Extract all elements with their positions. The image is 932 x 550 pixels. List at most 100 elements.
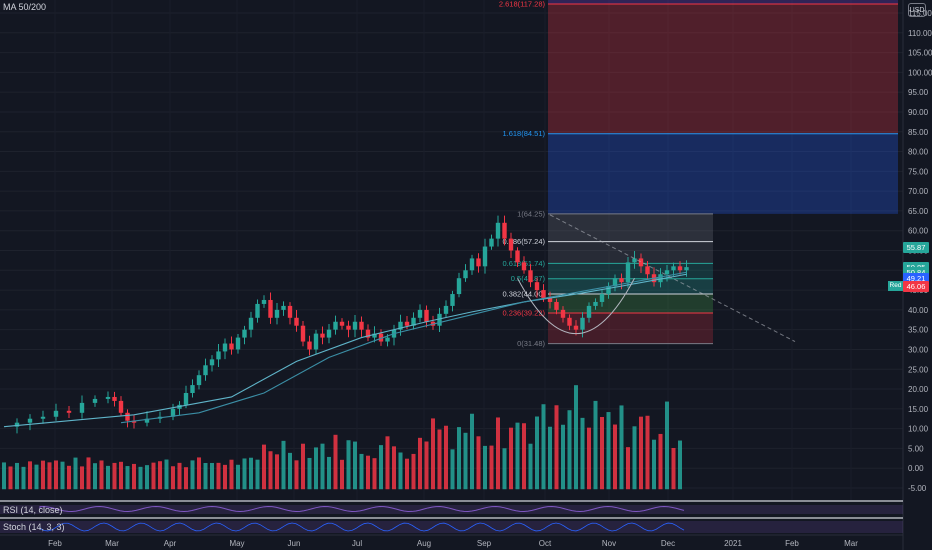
trend-line: [549, 214, 796, 342]
volume-bar: [509, 427, 513, 490]
volume-bar: [145, 465, 149, 490]
month-label: 2021: [724, 539, 742, 548]
month-label: Sep: [477, 539, 492, 548]
y-tick-label: 100.00: [908, 68, 932, 77]
candle-body: [619, 278, 624, 283]
fib-zone: [548, 263, 713, 279]
volume-bar: [470, 413, 474, 490]
candle-body: [307, 341, 312, 350]
volume-bar: [457, 427, 461, 490]
volume-bar: [535, 416, 539, 490]
candle-body: [352, 321, 358, 330]
candle-body: [411, 317, 416, 326]
y-tick-label: 95.00: [908, 88, 929, 97]
candle-body: [378, 333, 384, 342]
volume-bar: [249, 457, 253, 490]
candle-body: [112, 396, 117, 401]
candle-body: [515, 250, 520, 263]
fib-label: 1(64.25): [517, 209, 545, 218]
y-tick-label: 105.00: [908, 49, 932, 58]
volume-bar: [132, 463, 136, 490]
price-badge: 49.21: [903, 273, 929, 285]
volume-bar: [580, 417, 585, 490]
y-tick-label: 70.00: [908, 187, 929, 196]
volume-bar: [203, 462, 208, 490]
volume-bar: [119, 461, 123, 490]
volume-bar: [281, 440, 286, 490]
month-label: May: [229, 539, 244, 548]
volume-bar: [73, 457, 78, 490]
candle-body: [638, 258, 644, 267]
candle-body: [294, 317, 299, 326]
volume-bar: [613, 424, 617, 490]
candle-body: [404, 321, 410, 326]
trade-badge[interactable]: Red: [888, 281, 903, 291]
candle-body: [463, 270, 468, 279]
y-tick-label: 115.00: [908, 9, 932, 18]
volume-bar: [15, 462, 19, 490]
currency-button[interactable]: USD: [908, 3, 926, 17]
volume-bar: [34, 464, 39, 490]
volume-bar: [340, 459, 344, 490]
candle-body: [203, 365, 208, 376]
volume-bar: [606, 412, 611, 490]
volume-bar: [496, 417, 500, 490]
cup-arc: [517, 277, 635, 334]
candle-body: [287, 305, 293, 318]
candle-body: [482, 246, 488, 267]
indicator-label[interactable]: MA 50/200: [3, 2, 47, 12]
candle-body: [606, 286, 611, 295]
candle-body: [437, 313, 442, 326]
volume-bar: [80, 466, 84, 490]
candle-body: [469, 258, 475, 271]
volume-bar: [262, 444, 266, 490]
month-label: Dec: [661, 539, 675, 548]
candle-body: [125, 412, 130, 421]
volume-bar: [437, 429, 442, 490]
candle-body: [599, 294, 605, 302]
volume-bar: [327, 456, 331, 490]
candle-body: [625, 262, 631, 283]
candle-body: [333, 321, 338, 330]
candle-body: [495, 222, 501, 239]
candle-body: [560, 309, 566, 318]
stoch-label[interactable]: Stoch (14, 3, 3): [3, 522, 65, 532]
fib-zone: [548, 241, 713, 264]
candle-body: [222, 343, 228, 352]
candle-body: [417, 309, 423, 318]
fib-zone: [548, 133, 898, 214]
volume-bar: [483, 445, 487, 490]
candle-body: [450, 294, 455, 306]
volume-bar: [236, 464, 240, 490]
y-tick-label: 25.00: [908, 365, 929, 374]
candle-body: [677, 266, 683, 271]
candle-body: [372, 333, 377, 338]
volume-bar: [678, 440, 682, 490]
candle-body: [131, 420, 137, 423]
candle-body: [14, 422, 20, 427]
candle-body: [528, 270, 533, 283]
candle-body: [521, 262, 527, 271]
volume-bar: [359, 453, 364, 490]
month-label: Apr: [164, 539, 177, 548]
candle-body: [489, 238, 494, 247]
candle-body: [92, 398, 98, 403]
y-tick-label: 5.00: [908, 444, 924, 453]
y-tick-label: 30.00: [908, 345, 929, 354]
y-tick-label: 60.00: [908, 227, 929, 236]
volume-bar: [652, 439, 656, 490]
candle-body: [320, 333, 325, 338]
candle-body: [144, 418, 150, 423]
volume-bar: [561, 424, 565, 490]
ma50-line: [3, 273, 687, 428]
fib-label: 0.236(39.22): [502, 308, 545, 317]
candle-body: [554, 301, 559, 310]
volume-bar: [210, 462, 214, 490]
candle-body: [398, 321, 403, 330]
volume-bar: [548, 426, 552, 490]
rsi-label[interactable]: RSI (14, close): [3, 505, 63, 515]
candle-body: [508, 238, 514, 251]
volume-bar: [106, 465, 110, 490]
candle-body: [658, 274, 663, 283]
